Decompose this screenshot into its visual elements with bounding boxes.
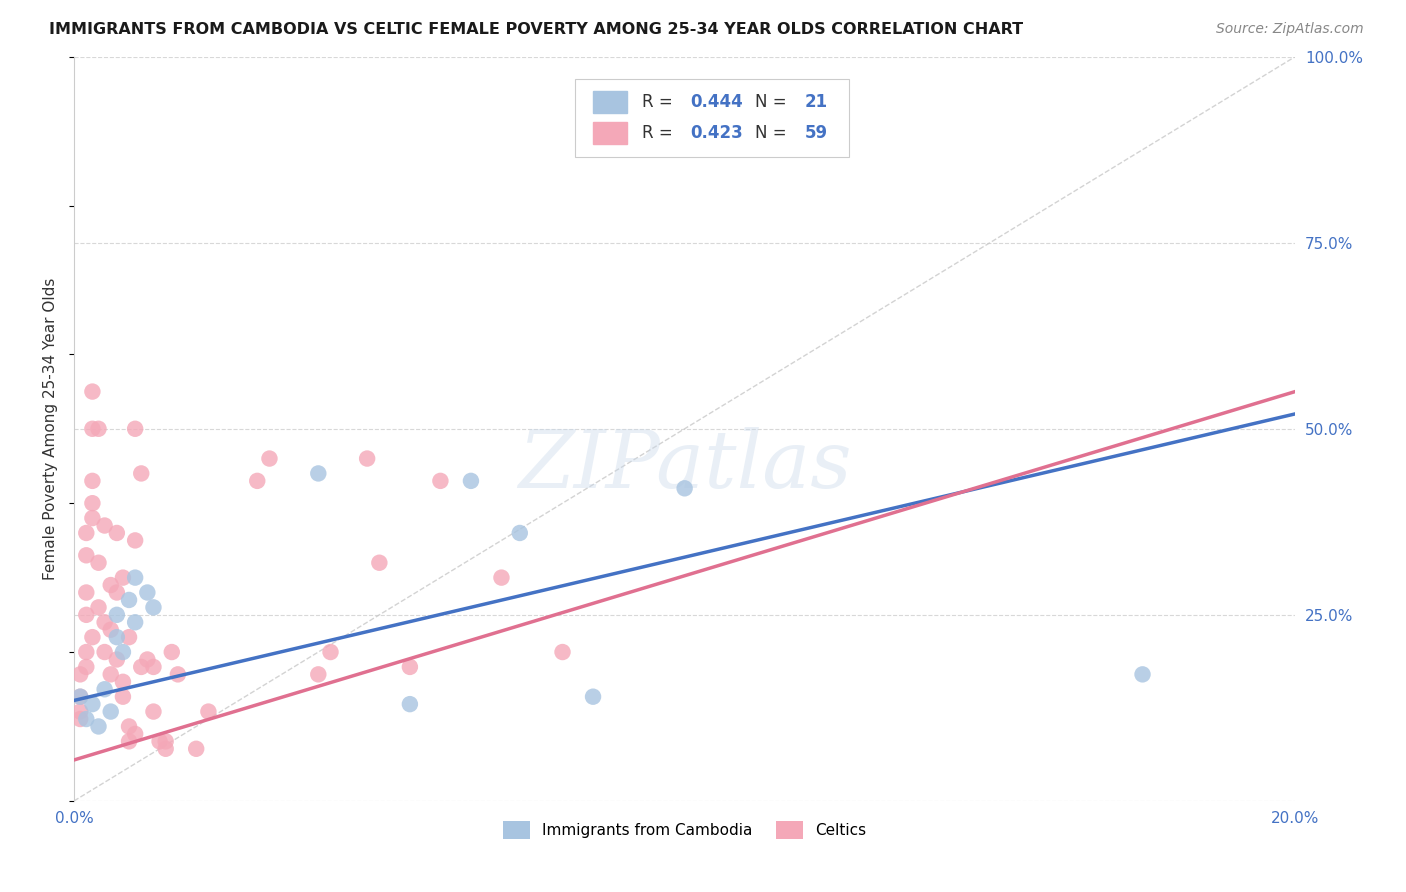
Point [111,571,134,585]
Text: N =: N = [755,124,793,143]
Point [124,727,146,741]
Point [105,607,128,622]
Point [111,645,134,659]
Point [142,705,165,719]
Point [460,474,482,488]
Point [136,652,159,666]
Point [124,571,146,585]
Point [124,615,146,630]
Point [105,525,128,540]
Point [105,630,128,644]
Point [105,585,128,599]
Point [1132,667,1154,681]
Point [673,481,696,495]
Point [93,615,115,630]
Point [118,593,141,607]
Point [356,451,378,466]
FancyBboxPatch shape [575,79,849,157]
Text: 21: 21 [804,93,827,112]
Point [69,712,91,726]
Point [259,451,281,466]
Text: IMMIGRANTS FROM CAMBODIA VS CELTIC FEMALE POVERTY AMONG 25-34 YEAR OLDS CORRELAT: IMMIGRANTS FROM CAMBODIA VS CELTIC FEMAL… [49,22,1024,37]
FancyBboxPatch shape [593,91,627,113]
Point [124,422,146,436]
Point [551,645,574,659]
Point [75,525,97,540]
FancyBboxPatch shape [593,122,627,145]
Point [75,645,97,659]
Point [87,719,110,733]
Point [69,667,91,681]
Point [186,741,208,756]
Point [124,533,146,548]
Point [75,660,97,674]
Point [155,741,177,756]
Point [111,674,134,689]
Point [75,607,97,622]
Point [82,511,104,525]
Text: 0.423: 0.423 [690,124,744,143]
Text: R =: R = [643,124,678,143]
Point [69,690,91,704]
Text: Source: ZipAtlas.com: Source: ZipAtlas.com [1216,22,1364,37]
Point [118,734,141,748]
Text: R =: R = [643,93,678,112]
Point [75,585,97,599]
Point [160,645,183,659]
Point [87,422,110,436]
Point [82,630,104,644]
Text: 59: 59 [804,124,827,143]
Point [82,474,104,488]
Point [82,496,104,510]
Point [129,467,152,481]
Point [148,734,170,748]
Point [100,578,122,592]
Point [136,585,159,599]
Point [100,623,122,637]
Point [118,630,141,644]
Point [142,660,165,674]
Point [93,645,115,659]
Point [105,652,128,666]
Point [509,525,531,540]
Point [307,667,329,681]
Point [307,467,329,481]
Y-axis label: Female Poverty Among 25-34 Year Olds: Female Poverty Among 25-34 Year Olds [44,277,58,580]
Point [75,712,97,726]
Point [399,697,422,711]
Text: 0.444: 0.444 [690,93,744,112]
Text: N =: N = [755,93,793,112]
Point [93,682,115,697]
Point [319,645,342,659]
Point [368,556,391,570]
Text: ZIPatlas: ZIPatlas [517,427,852,505]
Point [118,719,141,733]
Point [197,705,219,719]
Point [75,549,97,563]
Legend: Immigrants from Cambodia, Celtics: Immigrants from Cambodia, Celtics [496,814,873,846]
Point [111,690,134,704]
Point [399,660,422,674]
Point [100,667,122,681]
Point [87,556,110,570]
Point [582,690,605,704]
Point [491,571,513,585]
Point [93,518,115,533]
Point [155,734,177,748]
Point [100,705,122,719]
Point [429,474,451,488]
Point [82,697,104,711]
Point [82,384,104,399]
Point [82,422,104,436]
Point [87,600,110,615]
Point [167,667,190,681]
Point [246,474,269,488]
Point [69,705,91,719]
Point [129,660,152,674]
Point [69,690,91,704]
Point [142,600,165,615]
